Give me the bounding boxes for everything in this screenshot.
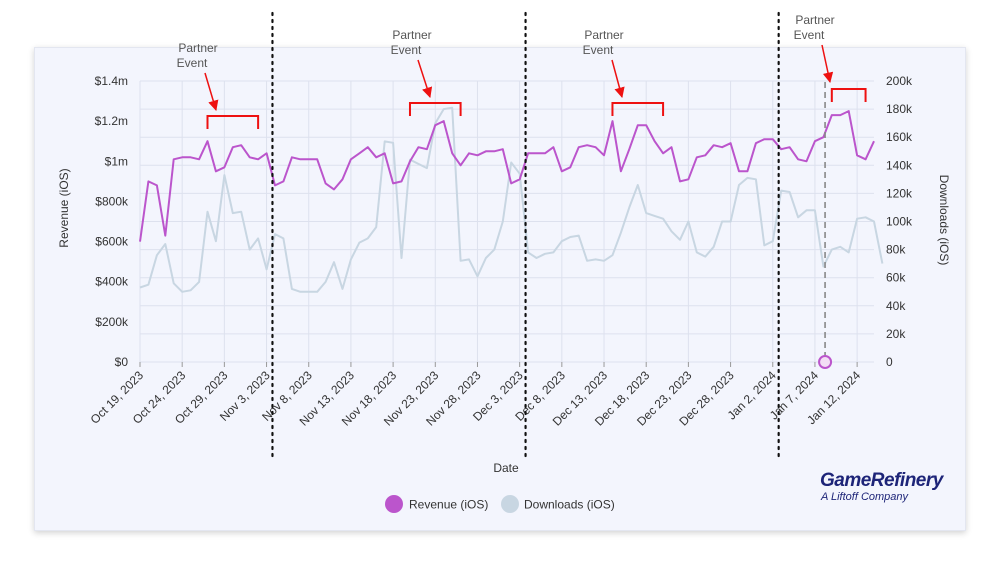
y-axis-right: 0 20k 40k 60k 80k 100k 120k 140k 160k 180k 200k <box>886 74 913 369</box>
y2-tick-label: 120k <box>886 186 913 200</box>
annotation-layer: PartnerEventPartnerEventPartnerEventPart… <box>177 11 867 459</box>
event-bracket <box>611 102 665 116</box>
event-arrow <box>417 59 433 98</box>
y2-tick-label: 80k <box>886 243 906 257</box>
annotation-label: Partner <box>392 28 431 42</box>
annotation-label: Event <box>391 43 422 57</box>
event-bracket <box>408 102 462 116</box>
annotation-label: Event <box>177 56 208 70</box>
brand-logo: GameRefinery A Liftoff Company <box>820 470 960 503</box>
y-tick-label: $1m <box>105 154 128 168</box>
y-tick-label: $400k <box>95 275 129 289</box>
grid <box>139 80 874 363</box>
y2-tick-label: 100k <box>886 215 913 229</box>
event-arrow <box>204 72 219 112</box>
event-bracket <box>830 88 867 102</box>
reference-marker <box>818 355 833 369</box>
annotation-label: Event <box>794 28 825 42</box>
y2-tick-label: 140k <box>886 158 913 172</box>
annotation-label: Partner <box>584 28 623 42</box>
y-tick-label: $1.4m <box>95 74 128 88</box>
chart-panel <box>34 47 966 531</box>
legend-label-downloads: Downloads (iOS) <box>524 498 615 512</box>
legend-item-downloads[interactable]: Downloads (iOS) <box>501 495 615 513</box>
event-bracket <box>206 115 260 129</box>
x-axis-title: Date <box>493 461 519 475</box>
legend-swatch-revenue <box>385 495 403 513</box>
y2-tick-label: 20k <box>886 327 906 341</box>
y-tick-label: $600k <box>95 235 129 249</box>
y-tick-label: $1.2m <box>95 114 128 128</box>
legend: Revenue (iOS) Downloads (iOS) <box>385 495 615 513</box>
series-line-revenue <box>139 110 875 242</box>
y-axis-left: $0 $200k $400k $600k $800k $1m $1.2m $1.4m <box>95 74 129 369</box>
legend-label-revenue: Revenue (iOS) <box>409 498 488 512</box>
event-arrow <box>611 59 625 99</box>
series-layer <box>139 106 884 293</box>
y-tick-label: $800k <box>95 194 129 208</box>
annotation-label: Partner <box>795 13 834 27</box>
legend-item-revenue[interactable]: Revenue (iOS) <box>385 495 488 513</box>
y-tick-label: $0 <box>115 355 129 369</box>
y2-tick-label: 180k <box>886 102 913 116</box>
y2-axis-title: Downloads (iOS) <box>937 175 951 266</box>
event-arrow <box>821 44 834 84</box>
series-line-downloads <box>139 106 884 293</box>
y2-tick-label: 160k <box>886 130 913 144</box>
annotation-label: Partner <box>178 41 217 55</box>
y2-tick-label: 0 <box>886 355 893 369</box>
y2-tick-label: 40k <box>886 299 906 313</box>
brand-tagline: A Liftoff Company <box>821 491 909 503</box>
y-axis-title: Revenue (iOS) <box>57 168 71 247</box>
y2-tick-label: 60k <box>886 271 906 285</box>
legend-swatch-downloads <box>501 495 519 513</box>
y-tick-label: $200k <box>95 315 129 329</box>
brand-name: GameRefinery <box>820 470 943 491</box>
annotation-label: Event <box>583 43 614 57</box>
y2-tick-label: 200k <box>886 74 913 88</box>
